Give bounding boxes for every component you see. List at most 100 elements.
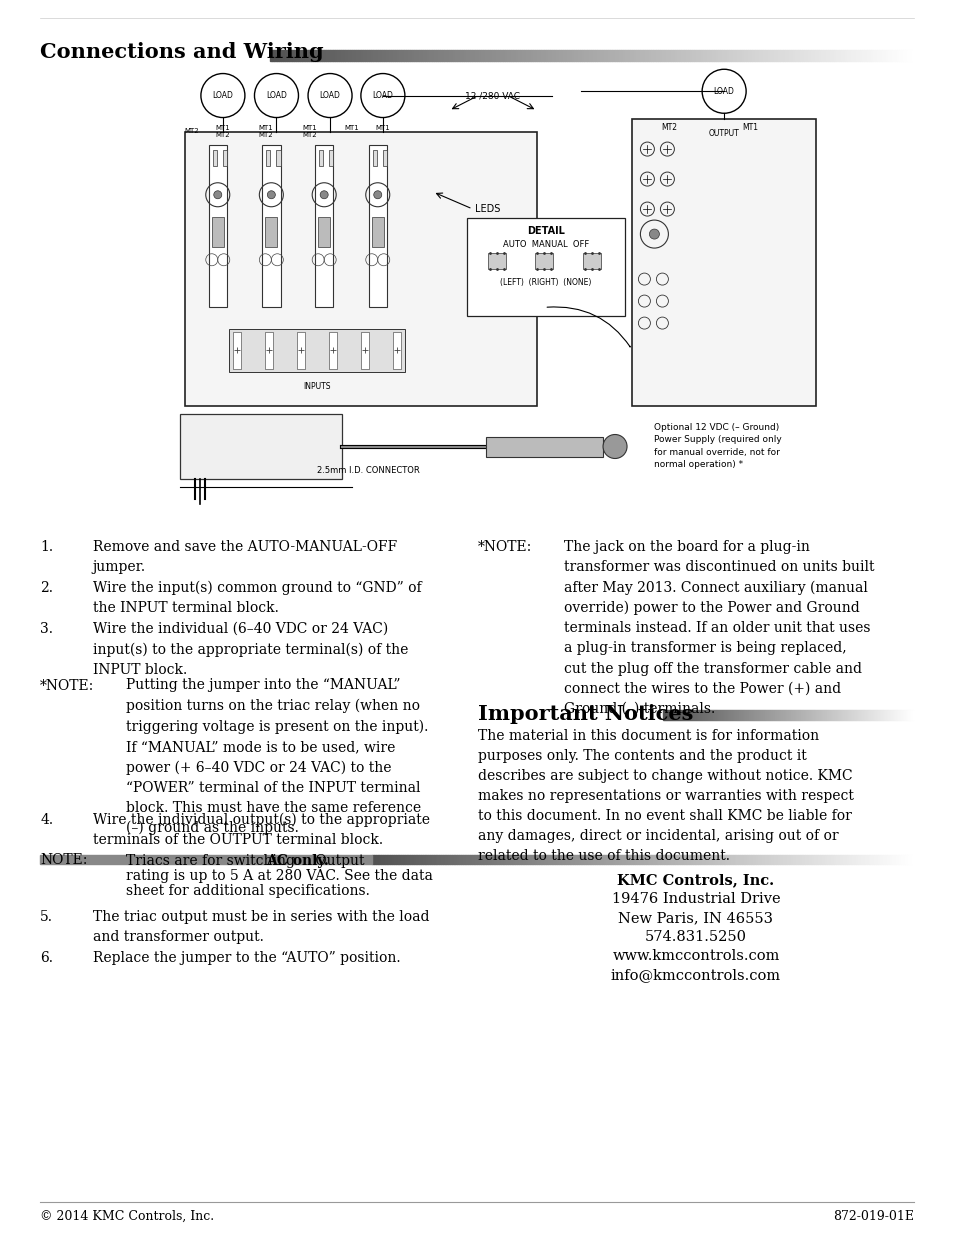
Bar: [430, 855, 432, 864]
Bar: [375, 49, 377, 61]
Bar: [408, 49, 410, 61]
Bar: [901, 855, 902, 864]
Text: 2.5mm I.D. CONNECTOR: 2.5mm I.D. CONNECTOR: [316, 467, 419, 475]
Bar: [870, 49, 872, 61]
Bar: [513, 49, 515, 61]
Bar: [414, 49, 416, 61]
Bar: [638, 855, 639, 864]
Text: LEDS: LEDS: [475, 204, 499, 214]
Bar: [603, 855, 605, 864]
Bar: [545, 855, 547, 864]
Text: sheet for additional specifications.: sheet for additional specifications.: [126, 884, 370, 899]
Bar: [674, 49, 677, 61]
Bar: [872, 49, 874, 61]
Bar: [575, 855, 577, 864]
Bar: [734, 855, 736, 864]
Bar: [597, 49, 598, 61]
Bar: [869, 855, 871, 864]
Bar: [644, 49, 646, 61]
Bar: [730, 49, 732, 61]
Bar: [551, 855, 553, 864]
Bar: [795, 49, 797, 61]
Bar: [819, 49, 821, 61]
Bar: [297, 49, 300, 61]
Bar: [897, 855, 899, 864]
Bar: [659, 49, 661, 61]
Bar: [657, 49, 659, 61]
Bar: [670, 49, 672, 61]
Bar: [700, 49, 702, 61]
Bar: [437, 49, 439, 61]
Bar: [636, 49, 638, 61]
Bar: [772, 855, 774, 864]
Bar: [598, 855, 599, 864]
Bar: [866, 855, 868, 864]
Bar: [552, 49, 554, 61]
Circle shape: [213, 190, 221, 199]
Bar: [747, 49, 749, 61]
Bar: [605, 49, 607, 61]
Bar: [801, 49, 803, 61]
Bar: [180, 415, 341, 479]
Text: MT2: MT2: [185, 128, 199, 135]
Bar: [752, 855, 754, 864]
Bar: [833, 49, 836, 61]
Bar: [696, 855, 698, 864]
Bar: [781, 855, 782, 864]
Bar: [846, 49, 848, 61]
Bar: [434, 49, 436, 61]
Bar: [379, 49, 381, 61]
Bar: [519, 49, 521, 61]
Bar: [613, 855, 615, 864]
Bar: [694, 49, 696, 61]
Bar: [362, 49, 364, 61]
Bar: [851, 49, 853, 61]
Bar: [814, 49, 816, 61]
Bar: [417, 855, 418, 864]
Bar: [716, 855, 718, 864]
Bar: [819, 855, 821, 864]
Bar: [838, 49, 840, 61]
Bar: [448, 855, 450, 864]
Bar: [788, 49, 790, 61]
Bar: [595, 49, 597, 61]
Bar: [233, 332, 240, 368]
Bar: [642, 49, 644, 61]
Bar: [773, 49, 776, 61]
Bar: [758, 49, 760, 61]
Bar: [829, 49, 831, 61]
Bar: [401, 49, 403, 61]
Bar: [891, 855, 893, 864]
Bar: [720, 855, 721, 864]
Bar: [448, 49, 451, 61]
Bar: [483, 49, 485, 61]
Bar: [889, 855, 891, 864]
Bar: [424, 855, 426, 864]
Bar: [714, 855, 716, 864]
Bar: [700, 855, 701, 864]
Text: LOAD: LOAD: [266, 91, 287, 100]
Bar: [728, 855, 730, 864]
Text: MT1: MT1: [258, 125, 273, 131]
Bar: [629, 855, 631, 864]
Circle shape: [602, 435, 626, 458]
Bar: [768, 855, 770, 864]
Bar: [595, 855, 597, 864]
Bar: [822, 855, 824, 864]
Bar: [402, 855, 404, 864]
Text: MT1: MT1: [215, 125, 230, 131]
Bar: [738, 855, 740, 864]
Bar: [690, 855, 692, 864]
Circle shape: [649, 228, 659, 240]
Bar: [904, 855, 905, 864]
Bar: [354, 49, 355, 61]
Text: Wire the individual (6–40 VDC or 24 VAC)
input(s) to the appropriate terminal(s): Wire the individual (6–40 VDC or 24 VAC)…: [92, 622, 408, 677]
Bar: [881, 855, 882, 864]
Bar: [426, 855, 428, 864]
Bar: [326, 49, 328, 61]
Bar: [381, 855, 382, 864]
Bar: [360, 332, 369, 368]
Bar: [885, 49, 887, 61]
Bar: [492, 49, 494, 61]
Bar: [709, 49, 711, 61]
